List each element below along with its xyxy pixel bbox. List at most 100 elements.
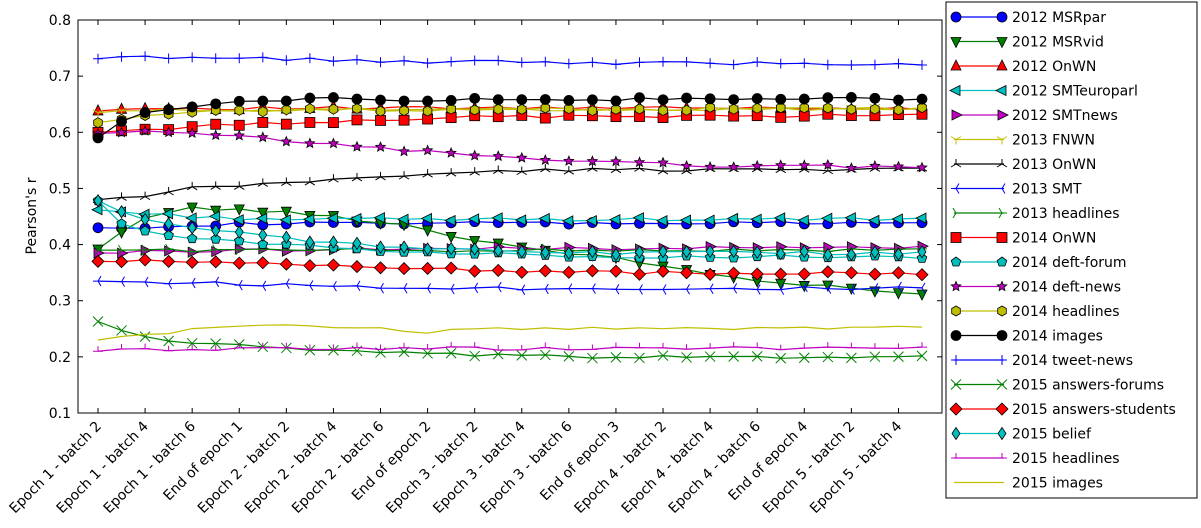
data-point [703,214,715,226]
data-point [375,282,384,294]
data-point [399,240,409,254]
data-point [798,93,810,105]
data-point [351,114,363,126]
data-point [258,228,268,242]
data-point [280,95,292,107]
data-point [846,352,857,364]
x-tick-label: End of epoch 1 [161,419,247,505]
data-point [585,214,597,227]
data-point [328,103,339,115]
data-point [257,342,268,349]
data-point [211,245,223,258]
data-point [492,94,504,106]
legend-marker [995,402,1009,416]
data-point [610,95,622,107]
data-point [469,236,481,248]
data-point [140,343,151,350]
data-point [187,344,198,351]
y-axis: 0.1 0.2 0.3 0.4 0.5 0.6 0.7 0.8 [49,13,942,422]
data-point [398,145,410,157]
data-point [304,280,314,291]
data-point [445,347,457,359]
data-point [92,316,104,327]
data-point [681,56,692,67]
data-point [845,162,858,173]
legend-marker [996,11,1008,23]
plot-frame [77,19,943,414]
data-point [232,214,244,226]
data-point [751,159,764,171]
data-point [398,114,410,126]
data-point [893,58,904,69]
data-point [163,230,174,240]
data-point [561,215,574,227]
data-point [210,233,221,244]
data-point [351,140,363,152]
data-point [916,93,928,105]
data-point [235,244,245,255]
data-point [233,119,245,131]
legend-label: 2012 SMTnews [1012,108,1118,124]
legend-item: 2012 OnWN [950,59,1096,75]
data-point [397,213,409,225]
series-line [97,55,923,66]
data-point [493,281,502,293]
data-point [539,154,552,166]
data-point [751,93,763,104]
legend-marker [996,136,1008,145]
data-point [186,337,198,349]
legend-marker [997,453,1007,459]
data-point [869,59,880,70]
legend-marker [996,379,1008,390]
data-point [234,342,245,349]
data-point [351,342,362,349]
data-point [728,351,740,362]
legend-marker [951,305,961,317]
data-point [540,342,551,349]
y-tick-label: 0.4 [49,238,71,254]
data-point [116,344,127,350]
data-point [164,216,174,231]
data-point [776,246,786,261]
data-point [587,283,596,294]
legend-marker [997,426,1007,441]
legend-item: 2013 SMT [951,182,1082,198]
data-point [422,348,433,359]
data-point [846,60,857,71]
data-point [893,247,903,261]
data-point [373,261,388,275]
data-point [186,101,198,113]
data-point [328,344,339,356]
data-point [422,343,433,350]
legend-marker [950,280,962,292]
legend-label: 2013 SMT [1012,182,1082,198]
data-point [915,212,927,224]
data-point [869,159,881,171]
data-point [163,187,174,196]
data-point [328,344,339,350]
data-point [470,242,480,256]
data-point [445,95,457,106]
data-point [679,214,691,226]
data-point [92,222,104,234]
data-point [116,115,127,127]
data-point [210,205,222,218]
data-point [352,236,362,251]
data-point [585,264,599,278]
data-point [704,93,716,105]
data-point [304,117,316,128]
series-2015-answers-forums [92,316,928,364]
data-point [727,161,740,173]
legend-label: 2012 OnWN [1012,59,1096,75]
data-point [493,55,504,66]
data-point [93,53,103,64]
data-point [917,59,927,70]
data-point [422,58,433,69]
data-point [165,243,174,255]
legend-label: 2013 FNWN [1012,133,1095,149]
y-axis-label: Pearson's r [24,177,40,254]
data-point [444,214,456,227]
data-point [116,51,127,62]
y-tick-label: 0.3 [49,294,71,310]
data-point [185,212,197,224]
